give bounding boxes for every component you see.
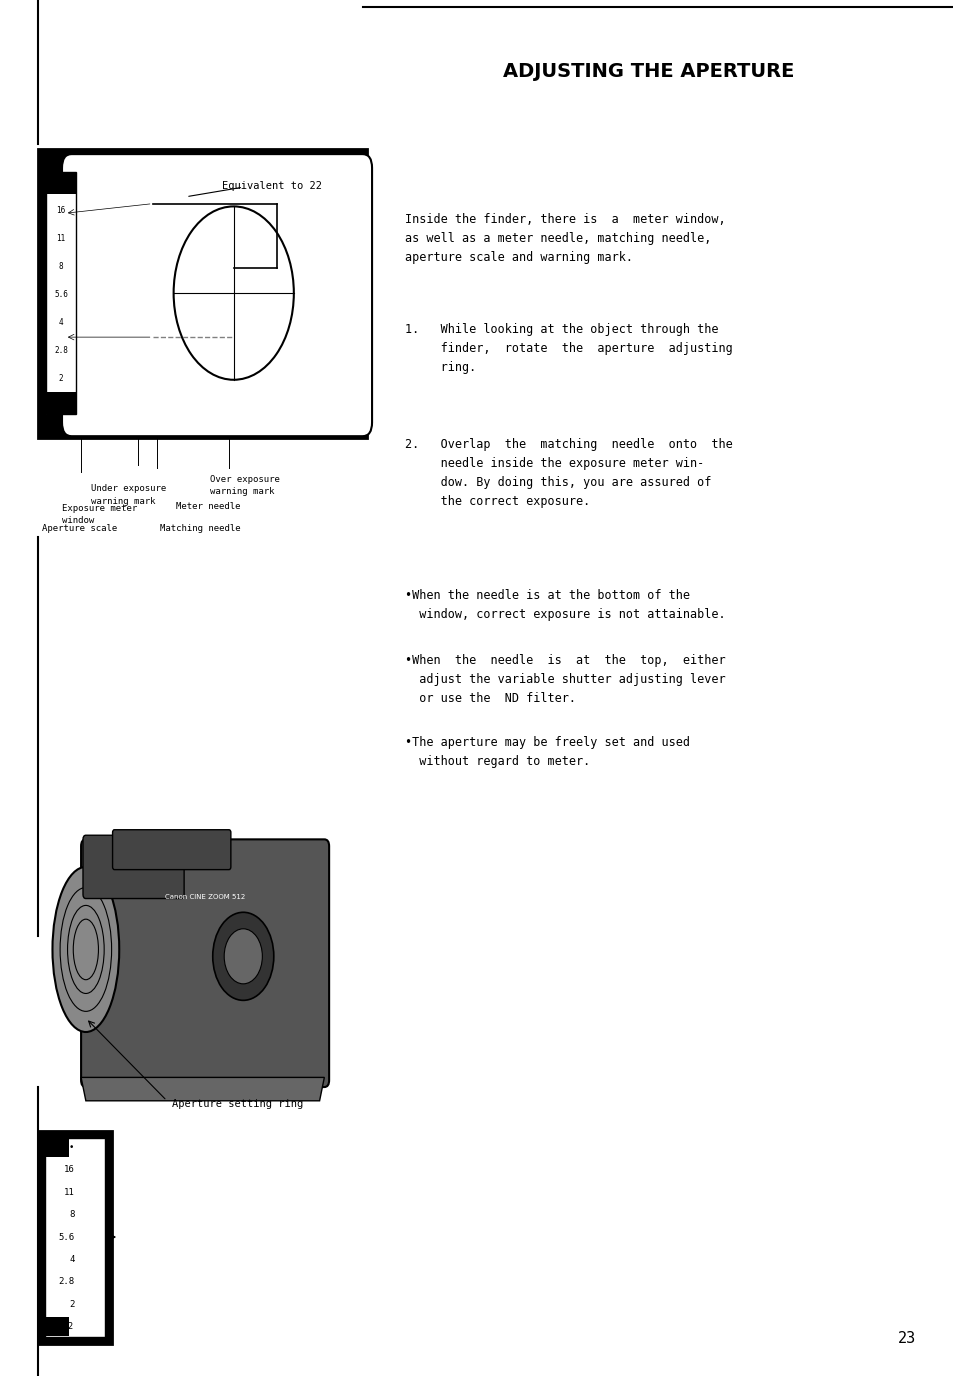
Text: 16: 16	[64, 1165, 74, 1175]
Circle shape	[224, 929, 262, 984]
Text: 2.8: 2.8	[58, 1277, 74, 1287]
Text: Meter needle: Meter needle	[176, 502, 241, 512]
Text: 1.2: 1.2	[58, 1322, 74, 1331]
Text: 11: 11	[64, 1187, 74, 1197]
Text: 2.   Overlap  the  matching  needle  onto  the
     needle inside the exposure m: 2. Overlap the matching needle onto the …	[405, 438, 733, 508]
FancyBboxPatch shape	[62, 154, 372, 436]
Text: 2: 2	[69, 1299, 74, 1309]
Bar	[45, 1317, 69, 1336]
Bar	[45, 1138, 69, 1157]
Text: 1.   While looking at the object through the
     finder,  rotate  the  aperture: 1. While looking at the object through t…	[405, 323, 733, 374]
Text: •The aperture may be freely set and used
  without regard to meter.: •The aperture may be freely set and used…	[405, 736, 690, 768]
Circle shape	[213, 912, 274, 1000]
Text: •: •	[69, 1143, 74, 1152]
Text: Inside the finder, there is  a  meter window,
as well as a meter needle, matchin: Inside the finder, there is a meter wind…	[405, 213, 725, 264]
Text: Exposure meter
window: Exposure meter window	[62, 504, 137, 526]
Text: 23: 23	[897, 1331, 915, 1346]
Text: Canon CINE ZOOM 512: Canon CINE ZOOM 512	[165, 894, 245, 900]
Bar	[38, 1131, 112, 1344]
Text: Under exposure
warning mark: Under exposure warning mark	[91, 484, 166, 506]
Text: 8: 8	[69, 1210, 74, 1219]
FancyBboxPatch shape	[83, 835, 184, 899]
Text: Equivalent to 22: Equivalent to 22	[222, 180, 321, 191]
Text: 16: 16	[56, 206, 66, 216]
Text: 5.6: 5.6	[58, 1233, 74, 1241]
Bar	[46, 392, 76, 414]
Text: 1.2: 1.2	[54, 402, 68, 410]
Text: Aperture setting ring: Aperture setting ring	[172, 1098, 303, 1109]
Text: 2.8: 2.8	[54, 345, 68, 355]
Text: ADJUSTING THE APERTURE: ADJUSTING THE APERTURE	[502, 62, 794, 81]
Text: .: .	[59, 179, 63, 187]
Text: 2: 2	[59, 373, 63, 383]
Ellipse shape	[52, 867, 119, 1032]
Text: •When  the  needle  is  at  the  top,  either
  adjust the variable shutter adju: •When the needle is at the top, either a…	[405, 654, 725, 705]
Bar	[45, 1138, 105, 1337]
Text: 4: 4	[69, 1255, 74, 1265]
Text: Matching needle: Matching needle	[160, 524, 241, 534]
Bar	[38, 149, 367, 438]
Text: •When the needle is at the bottom of the
  window, correct exposure is not attai: •When the needle is at the bottom of the…	[405, 589, 725, 621]
Text: 5.6: 5.6	[54, 290, 68, 299]
Polygon shape	[81, 1077, 324, 1101]
Text: Over exposure
warning mark: Over exposure warning mark	[210, 475, 279, 497]
Bar	[46, 172, 76, 194]
Text: 11: 11	[56, 234, 66, 244]
Text: 8: 8	[59, 261, 63, 271]
Text: Aperture scale: Aperture scale	[42, 524, 117, 534]
FancyBboxPatch shape	[81, 839, 329, 1087]
Bar	[46, 172, 76, 414]
Text: 4: 4	[59, 318, 63, 327]
FancyBboxPatch shape	[112, 830, 231, 870]
